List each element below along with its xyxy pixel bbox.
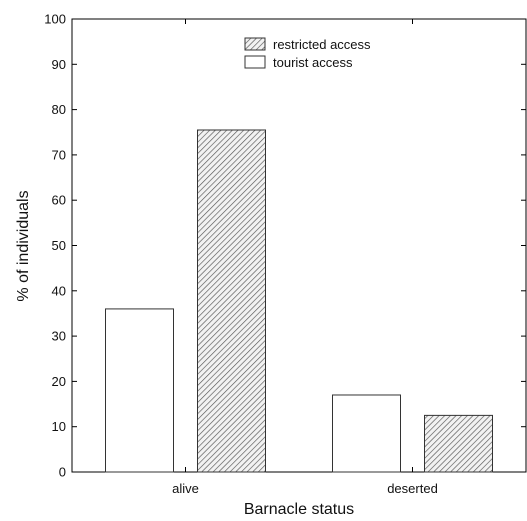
y-tick-label: 70 (52, 147, 66, 162)
legend-label: tourist access (273, 55, 353, 70)
y-tick-label: 10 (52, 419, 66, 434)
y-tick-label: 0 (59, 465, 66, 480)
bars (105, 129, 493, 473)
y-tick-label: 40 (52, 283, 66, 298)
y-axis-title: % of individuals (15, 190, 32, 301)
legend-swatch (244, 55, 266, 69)
bar-alive-restricted-access (197, 129, 266, 473)
y-tick-label: 60 (52, 193, 66, 208)
y-axis: 0 10 20 30 40 50 60 70 80 90 100 (44, 12, 526, 480)
bar-deserted-tourist-access (332, 394, 401, 473)
x-tick-label: deserted (387, 481, 438, 496)
y-tick-label: 90 (52, 57, 66, 72)
bar-alive-tourist-access (105, 308, 174, 473)
x-axis: alive deserted (172, 19, 438, 496)
legend-label: restricted access (273, 37, 371, 52)
legend: restricted access tourist access (244, 37, 371, 70)
x-axis-title: Barnacle status (244, 501, 354, 518)
y-tick-label: 20 (52, 374, 66, 389)
y-tick-label: 100 (44, 12, 66, 27)
x-tick-label: alive (172, 481, 199, 496)
y-tick-label: 30 (52, 329, 66, 344)
bar-deserted-restricted-access (424, 414, 493, 473)
legend-swatch (244, 37, 266, 51)
y-tick-label: 50 (52, 238, 66, 253)
y-tick-label: 80 (52, 102, 66, 117)
